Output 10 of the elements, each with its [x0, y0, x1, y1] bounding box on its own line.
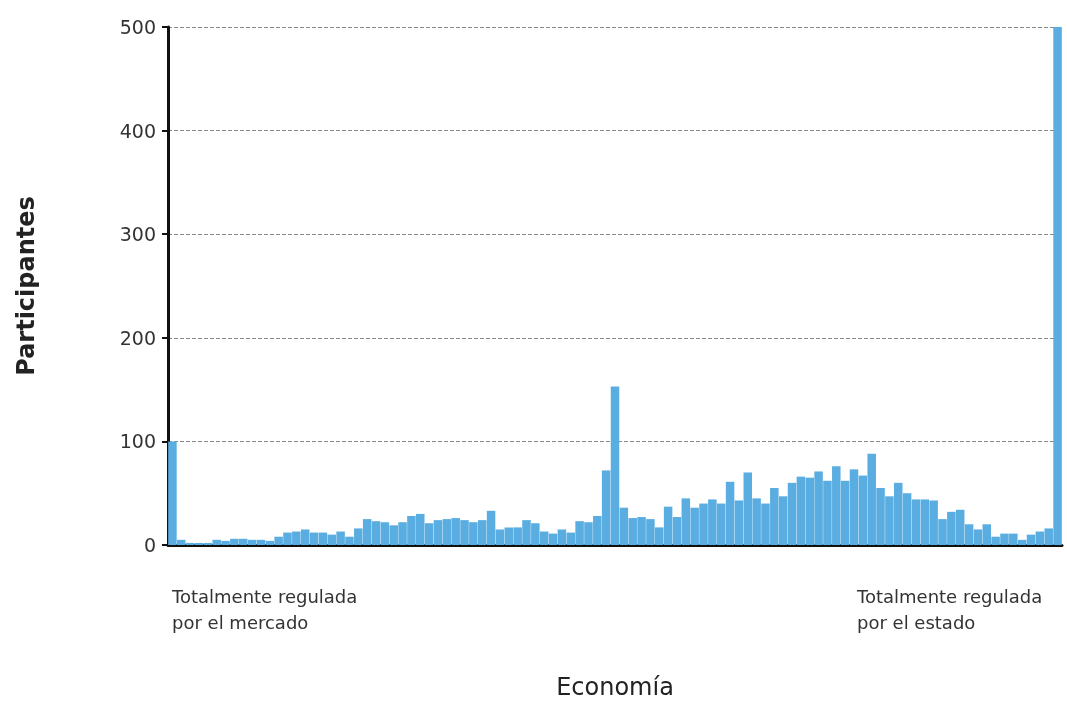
y-tick-label: 500 [119, 16, 156, 38]
y-tick-label: 400 [119, 119, 156, 142]
y-tick-label: 100 [119, 430, 156, 453]
text: Totalmente regulada por el estado [856, 585, 1049, 633]
y-tick-label: 200 [119, 326, 156, 349]
y-tick-label: 0 [143, 534, 156, 556]
text: Totalmente regulada por el mercado [171, 585, 364, 633]
x-axis-title: Economía [556, 673, 674, 701]
y-tick-label: 300 [119, 223, 156, 246]
y-axis-title: Participantes [12, 196, 40, 376]
